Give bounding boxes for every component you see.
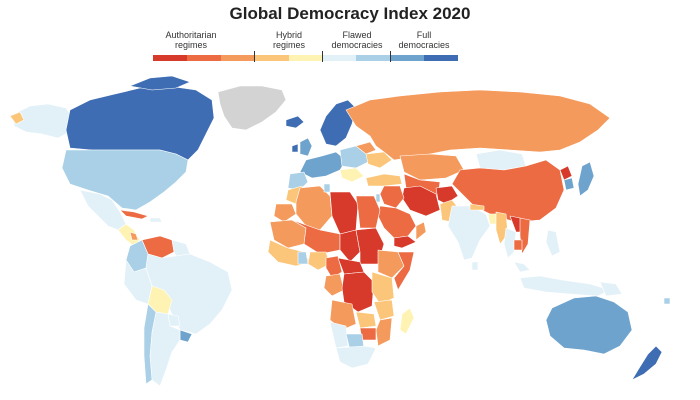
region-libya xyxy=(329,191,359,235)
region-japan xyxy=(577,161,595,197)
region-nepal xyxy=(469,203,485,211)
region-australia xyxy=(545,295,633,355)
map-title: Global Democracy Index 2020 xyxy=(229,4,471,23)
region-western-sahara xyxy=(273,203,297,223)
region-canada-islands xyxy=(129,75,191,91)
legend-label-hybrid-line2: regimes xyxy=(272,40,305,50)
legend-swatch xyxy=(424,55,459,61)
legend-swatch xyxy=(254,55,289,61)
region-balkans xyxy=(339,167,365,183)
region-canada xyxy=(65,85,215,161)
region-belarus xyxy=(355,141,377,155)
region-mali-niger xyxy=(291,219,341,255)
region-alaska-tip xyxy=(9,111,25,125)
region-ukraine xyxy=(365,151,393,169)
region-afghanistan xyxy=(435,185,459,205)
region-kazakhstan xyxy=(399,153,465,181)
legend-swatch xyxy=(390,55,425,61)
region-cuba xyxy=(119,209,149,220)
region-israel xyxy=(375,193,381,203)
region-cambodia xyxy=(513,239,523,251)
region-indonesia xyxy=(519,275,611,297)
region-new-zealand xyxy=(631,345,663,381)
region-ghana xyxy=(297,251,309,265)
region-turkey xyxy=(365,173,403,187)
legend-swatch xyxy=(322,55,357,61)
region-sri-lanka xyxy=(471,261,479,271)
legend-label-hybrid: Hybrid regimes xyxy=(249,30,329,50)
legend-label-full: Full democracies xyxy=(384,30,464,50)
legend-label-flawed-line1: Flawed xyxy=(342,30,372,40)
legend-swatch xyxy=(186,55,221,61)
legend-swatch xyxy=(220,55,255,61)
region-philippines xyxy=(545,229,561,257)
legend-label-flawed-line2: democracies xyxy=(331,40,383,50)
region-guianas xyxy=(171,239,191,257)
legend-divider xyxy=(322,51,323,62)
map-legend: Authoritarian regimes Hybrid regimes Fla… xyxy=(151,30,459,66)
region-png xyxy=(599,281,623,297)
legend-label-full-line1: Full xyxy=(416,30,432,40)
region-saudi-arabia xyxy=(377,205,417,239)
region-scandinavia xyxy=(319,99,357,147)
legend-label-authoritarian-line2: regimes xyxy=(174,40,207,50)
region-iberia xyxy=(287,171,309,191)
region-central-america xyxy=(117,223,141,247)
legend-color-bar xyxy=(153,55,459,61)
region-tanzania xyxy=(373,299,395,321)
region-pacific-islands xyxy=(663,297,671,305)
legend-swatch xyxy=(356,55,391,61)
region-gabon-congo xyxy=(323,273,345,297)
legend-swatch xyxy=(153,55,187,61)
region-yemen xyxy=(393,235,417,249)
region-thailand xyxy=(503,227,517,259)
region-nicaragua xyxy=(129,231,139,241)
legend-divider xyxy=(254,51,255,62)
legend-divider xyxy=(390,51,391,62)
region-angola xyxy=(329,299,357,331)
region-chad xyxy=(339,229,361,263)
region-ireland xyxy=(291,143,299,153)
legend-label-authoritarian-line1: Authoritarian xyxy=(165,30,217,40)
legend-label-full-line2: democracies xyxy=(398,40,450,50)
region-somalia xyxy=(393,251,415,291)
region-nigeria xyxy=(307,251,331,271)
region-bangladesh xyxy=(487,213,497,225)
legend-label-hybrid-line1: Hybrid xyxy=(275,30,302,40)
region-south-korea xyxy=(563,177,575,191)
region-madagascar xyxy=(399,307,415,335)
region-iraq-syria xyxy=(379,185,405,209)
region-tunisia xyxy=(323,183,331,193)
region-zambia xyxy=(355,311,377,329)
region-chile xyxy=(143,303,157,385)
region-usa xyxy=(61,149,189,211)
region-south-africa xyxy=(335,345,377,369)
region-iceland xyxy=(285,115,305,129)
region-ethiopia xyxy=(377,249,405,279)
region-india xyxy=(447,205,491,261)
region-namibia xyxy=(329,321,349,349)
region-greenland xyxy=(217,85,287,131)
region-iran xyxy=(401,185,441,217)
region-vietnam xyxy=(519,217,531,255)
legend-label-authoritarian: Authoritarian regimes xyxy=(151,30,231,50)
region-mongolia xyxy=(475,149,527,171)
region-mozambique xyxy=(375,317,393,347)
region-hispaniola xyxy=(149,217,163,223)
region-drc xyxy=(341,271,375,313)
region-oman xyxy=(415,221,427,241)
region-alaska xyxy=(13,103,75,139)
region-malaysia xyxy=(513,261,531,273)
region-uk xyxy=(299,137,313,157)
legend-label-flawed: Flawed democracies xyxy=(317,30,397,50)
region-russia xyxy=(345,89,611,161)
legend-swatch xyxy=(288,55,323,61)
region-north-korea xyxy=(559,165,573,181)
